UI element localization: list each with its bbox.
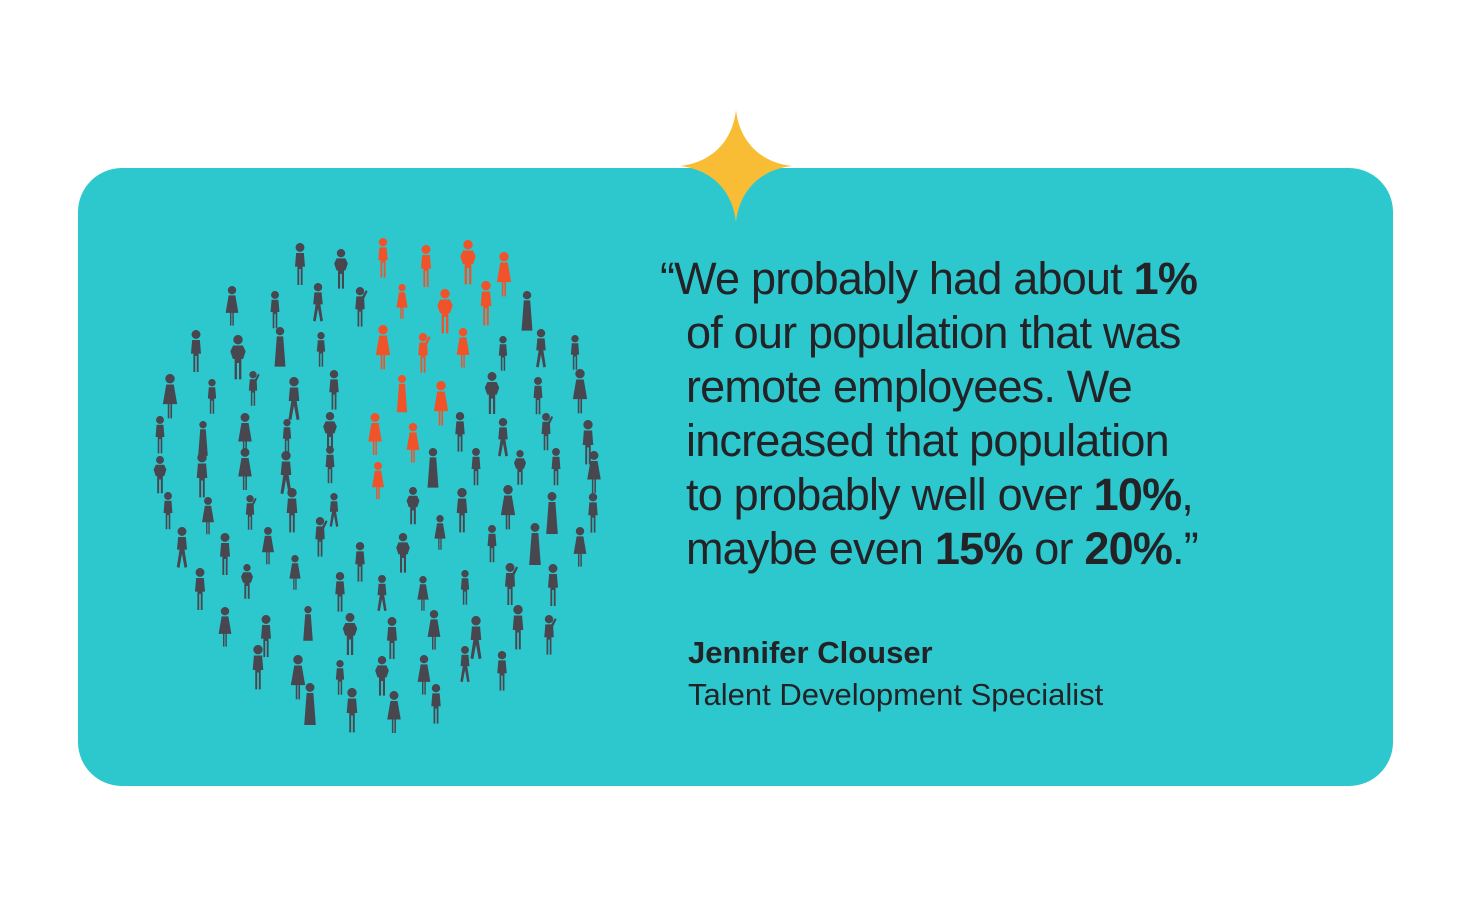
quote-segment: or: [1022, 523, 1085, 574]
attribution: Jennifer Clouser Talent Development Spec…: [688, 632, 1103, 716]
attribution-title: Talent Development Specialist: [688, 677, 1104, 712]
quote-segment: “We probably had about: [660, 253, 1134, 304]
quote-bold-segment: 20%: [1084, 523, 1173, 574]
quote-segment: , maybe even: [686, 469, 1194, 574]
sparkle-shape: [680, 110, 792, 222]
sparkle-icon: [680, 110, 792, 222]
quote-bold-segment: 1%: [1133, 253, 1198, 304]
quote-segment: .”: [1172, 523, 1199, 574]
quote-segment: of our population that was remote employ…: [686, 307, 1181, 520]
attribution-name: Jennifer Clouser: [688, 635, 933, 670]
quote-bold-segment: 10%: [1093, 469, 1182, 520]
quote-text: “We probably had about 1% of our populat…: [660, 252, 1336, 576]
quote-bold-segment: 15%: [934, 523, 1023, 574]
